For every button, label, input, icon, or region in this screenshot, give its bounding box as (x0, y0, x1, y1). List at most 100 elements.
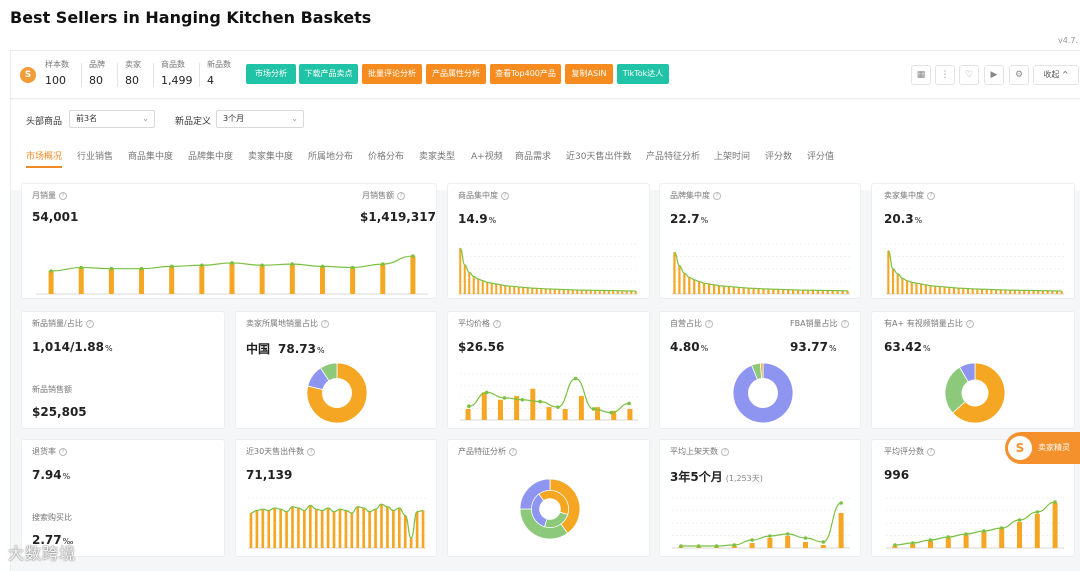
bar (535, 288, 538, 294)
bar (350, 513, 354, 548)
bar (831, 290, 834, 294)
bar (910, 282, 913, 294)
product-concentration-label: 商品集中度? (458, 190, 509, 201)
help-icon: ? (85, 319, 94, 328)
donut-hole (539, 498, 561, 520)
bar (999, 528, 1005, 548)
help-icon: ? (59, 447, 67, 456)
bar (703, 283, 706, 294)
bar (767, 289, 770, 294)
tab-seller-concentration[interactable]: 卖家集中度 (248, 152, 294, 162)
tab-sold-30-days[interactable]: 近30天售出件数 (566, 152, 632, 162)
tab-product-demand[interactable]: 商品需求 (515, 152, 552, 162)
heart-icon[interactable]: ♡ (959, 65, 979, 85)
tab-product-concentration[interactable]: 商品集中度 (128, 152, 174, 162)
filter-bar (11, 100, 1080, 190)
bar (553, 289, 556, 294)
bar (1027, 290, 1030, 294)
bar (634, 291, 637, 294)
bar (934, 286, 937, 294)
tiktok-influencer-button[interactable]: TikTok达人 (617, 64, 669, 84)
grid-icon[interactable]: ▦ (911, 65, 931, 85)
seller-sprite-logo-icon: S (1008, 436, 1032, 460)
fba-sales-label: FBA销量占比? (790, 318, 849, 329)
sold-30-days-value: 71,139 (246, 468, 293, 482)
bar (688, 277, 691, 294)
line-point (750, 538, 754, 542)
tab-feature-analysis[interactable]: 产品特征分析 (646, 152, 701, 162)
view-top400-button[interactable]: 查看Top400产品 (490, 64, 561, 84)
bar (409, 538, 413, 548)
copy-asin-button[interactable]: 复制ASIN (565, 64, 613, 84)
card-new-product-sales: 新品销量/占比? 1,014/1.88% 新品销售额 $25,805 (21, 311, 225, 429)
monthly-sales-value: 54,001 (32, 210, 79, 224)
download-selling-points-button[interactable]: 下载产品卖点 (299, 64, 358, 84)
average-price-value: $26.56 (458, 340, 505, 354)
product-concentration-value: 14.9% (458, 212, 497, 226)
line-point (679, 544, 683, 548)
bar (727, 286, 730, 294)
tab-aplus-video[interactable]: A+视频 (471, 152, 503, 162)
new-sales-label: 新品销量/占比? (32, 318, 94, 329)
bar (787, 289, 790, 294)
bar (712, 284, 716, 294)
head-products-select[interactable]: 前3名 ⌄ (69, 110, 155, 128)
bar (698, 281, 701, 294)
bar (332, 511, 336, 548)
tab-rating-count[interactable]: 评分数 (765, 152, 793, 162)
help-icon: ? (927, 447, 935, 456)
line-point (785, 532, 790, 536)
tab-region-distribution[interactable]: 所属地分布 (308, 152, 354, 162)
bar (971, 288, 974, 294)
bar (826, 290, 829, 294)
new-definition-select[interactable]: 3个月 ⌄ (216, 110, 304, 128)
version-label: v4.7. (1058, 36, 1078, 45)
bar (562, 408, 568, 420)
monthly-sales-chart (36, 254, 428, 295)
bar (578, 396, 584, 420)
donut-hole (748, 378, 778, 408)
bar (229, 262, 235, 294)
bar (459, 248, 462, 294)
card-seller-concentration: 卖家集中度? 20.3% (871, 183, 1075, 299)
bar (598, 290, 601, 294)
more-vertical-icon[interactable]: ⋮ (935, 65, 955, 85)
tab-listing-time[interactable]: 上架时间 (714, 152, 751, 162)
series-line (468, 377, 630, 414)
average-price-chart (460, 373, 638, 421)
new-sales-value: 1,014/1.88% (32, 340, 113, 354)
series-line (459, 247, 636, 292)
card-self-fba: 自营占比? 4.80% FBA销量占比? 93.77% (659, 311, 861, 429)
play-icon[interactable]: ▶ (984, 65, 1004, 85)
tab-rating-value[interactable]: 评分值 (807, 152, 835, 162)
tab-bar: 市场概况 行业销售 商品集中度 品牌集中度 卖家集中度 所属地分布 价格分布 卖… (11, 146, 1080, 170)
line-point (591, 407, 596, 411)
line-point (290, 262, 295, 266)
tab-seller-type[interactable]: 卖家类型 (419, 152, 456, 162)
rating-count-label: 平均评分数? (884, 446, 935, 457)
bar (273, 508, 277, 548)
bar (836, 290, 839, 294)
bar (1013, 290, 1016, 294)
tab-industry-sales[interactable]: 行业销售 (77, 152, 114, 162)
product-attribute-analysis-button[interactable]: 产品属性分析 (426, 64, 486, 84)
bar (169, 266, 175, 294)
pie-slice (944, 366, 976, 414)
series-line (894, 501, 1056, 546)
market-analysis-button[interactable]: 市场分析 (246, 64, 296, 84)
stat-products: 商品数 1,499 (161, 59, 193, 87)
tab-price-distribution[interactable]: 价格分布 (368, 152, 405, 162)
feature-analysis-label: 产品特征分析? (458, 446, 517, 457)
bar (576, 290, 579, 294)
batch-review-analysis-button[interactable]: 批量评论分析 (362, 64, 422, 84)
aplus-video-label: 有A+ 有视频销量占比? (884, 318, 974, 329)
tab-brand-concentration[interactable]: 品牌集中度 (188, 152, 234, 162)
tab-market-overview[interactable]: 市场概况 (26, 152, 63, 162)
aplus-video-donut (944, 362, 1006, 424)
bar (303, 510, 306, 548)
seller-sprite-badge[interactable]: S 卖家精灵 (1005, 432, 1080, 464)
bar (403, 515, 407, 548)
collapse-button[interactable]: 收起 ^ (1033, 65, 1079, 85)
gear-icon[interactable]: ⚙ (1009, 65, 1029, 85)
bar (717, 285, 721, 294)
